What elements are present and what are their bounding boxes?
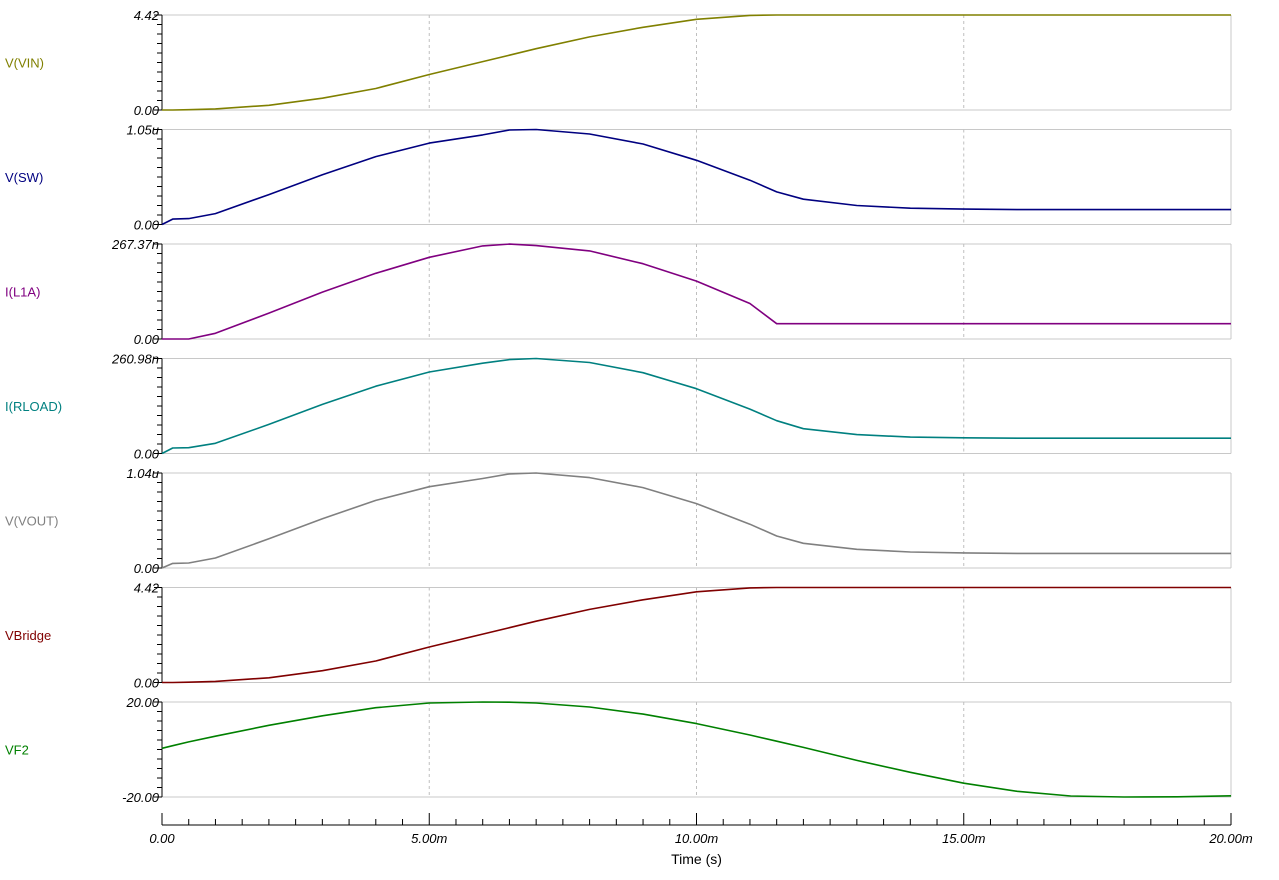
y-tick-label-max: 20.00: [125, 695, 159, 710]
series-line: [162, 243, 1231, 340]
panel-vbridge: 4.42 0.00 VBridge: [5, 581, 1232, 691]
series-line: [162, 586, 1231, 684]
series-line: [162, 14, 1231, 111]
series-label: I(L1A): [5, 285, 40, 300]
series-label: V(VOUT): [5, 514, 58, 529]
x-tick-label: 10.00m: [675, 831, 719, 846]
y-tick-label-max: 267.37n: [111, 237, 159, 252]
y-tick-label-min: 0.00: [134, 561, 160, 576]
x-tick-label: 15.00m: [942, 831, 986, 846]
series-label: V(VIN): [5, 56, 44, 71]
x-tick-label: 20.00m: [1208, 831, 1253, 846]
series-line: [161, 701, 1232, 798]
panel-i-rload: 260.98n 0.00 I(RLOAD): [5, 352, 1232, 462]
y-tick-label-min: 0.00: [134, 218, 160, 233]
y-tick-label-min: -20.00: [122, 790, 160, 805]
series-label: VF2: [5, 743, 29, 758]
panel-v-vin: 4.42 0.00 V(VIN): [5, 8, 1232, 118]
series-label: V(SW): [5, 170, 43, 185]
y-tick-label-min: 0.00: [134, 447, 160, 462]
series-line: [161, 472, 1231, 569]
y-tick-label-max: 1.05u: [126, 123, 159, 138]
x-tick-label: 5.00m: [411, 831, 447, 846]
y-tick-label-min: 0.00: [134, 676, 160, 691]
y-tick-label-max: 260.98n: [111, 352, 159, 367]
y-tick-label-max: 1.04u: [126, 466, 159, 481]
panel-v-sw: 1.05u 0.00 V(SW): [5, 123, 1232, 233]
y-tick-label-min: 0.00: [134, 103, 160, 118]
y-tick-label-max: 4.42: [134, 581, 160, 596]
x-tick-label: 0.00: [149, 831, 175, 846]
series-label: VBridge: [5, 628, 51, 643]
x-axis: 0.00 5.00m 10.00m 15.00m 20.00m Time (s): [149, 813, 1253, 867]
series-line: [161, 357, 1231, 455]
series-line: [161, 128, 1231, 226]
panel-v-vout: 1.04u 0.00 V(VOUT): [5, 466, 1232, 576]
series-label: I(RLOAD): [5, 399, 62, 414]
y-tick-label-min: 0.00: [134, 332, 160, 347]
panel-i-l1a: 267.37n 0.00 I(L1A): [5, 237, 1232, 347]
y-tick-label-max: 4.42: [134, 8, 160, 23]
x-axis-title: Time (s): [671, 851, 722, 867]
panel-vf2: 20.00 -20.00 VF2: [5, 695, 1232, 805]
